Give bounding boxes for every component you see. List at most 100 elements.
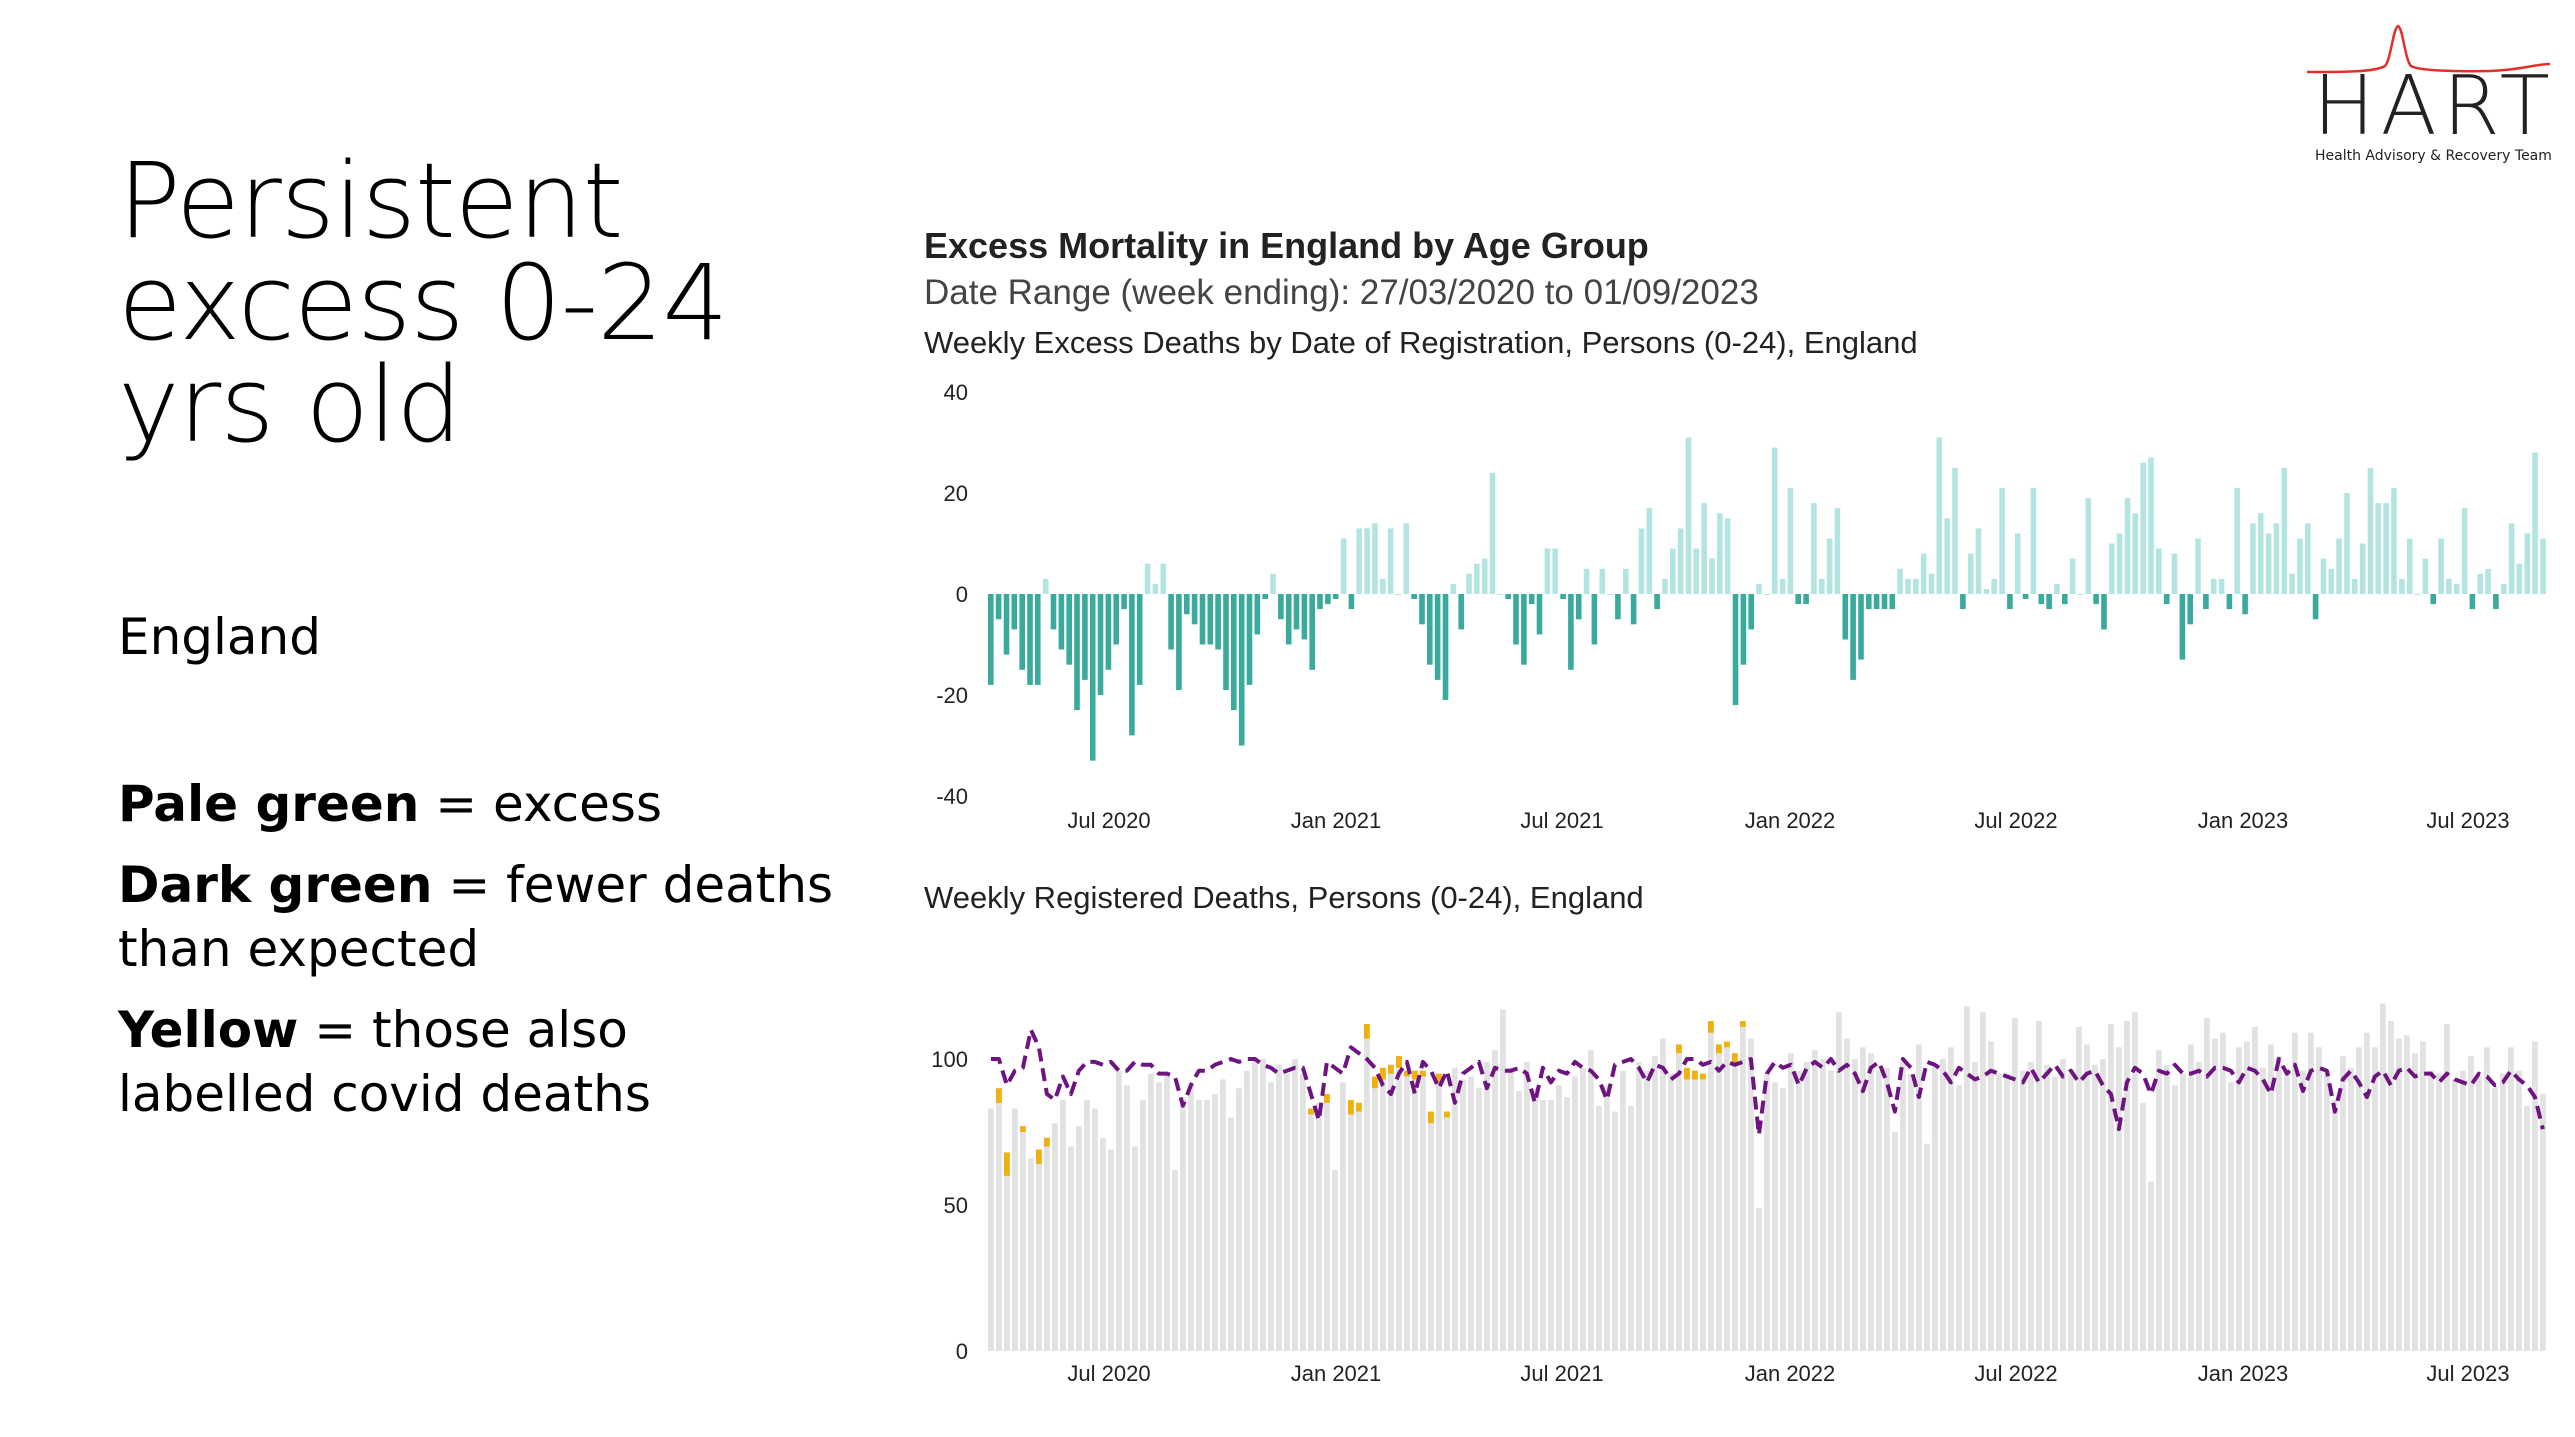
excess-bar (2030, 487, 2037, 594)
deaths-bar (1132, 1146, 1138, 1351)
deaths-bar (2308, 1032, 2314, 1351)
excess-bar (1803, 594, 1809, 605)
note-text: = excess (419, 775, 663, 833)
excess-bar (2014, 533, 2021, 594)
covid-bar (1364, 1024, 1370, 1039)
excess-bar (2195, 538, 2201, 594)
deaths-bar (1268, 1082, 1274, 1351)
deaths-bar (2060, 1059, 2066, 1351)
excess-bar (1270, 573, 1276, 594)
excess-bar (1536, 594, 1543, 635)
chart-header: Excess Mortality in England by Age Group… (924, 225, 1759, 313)
deaths-bar (1492, 1050, 1498, 1351)
deaths-bar (2004, 1073, 2010, 1351)
note-key: Pale green (118, 775, 420, 833)
excess-bar (1881, 594, 1888, 610)
excess-bar (2234, 487, 2240, 594)
excess-bar (2352, 578, 2358, 594)
excess-bar (1019, 594, 1025, 670)
excess-bar (1528, 594, 1535, 605)
excess-bar (1834, 508, 1841, 594)
excess-bar (1591, 594, 1598, 645)
excess-bar (1301, 594, 1308, 640)
excess-bar (1427, 594, 1433, 665)
deaths-bar (2156, 1050, 2162, 1351)
deaths-bar (1372, 1076, 1378, 1351)
deaths-bar (1340, 1082, 1346, 1351)
deaths-bar (1852, 1059, 1858, 1351)
deaths-bar (2140, 1102, 2146, 1351)
deaths-bar (1012, 1108, 1018, 1351)
note-text: = those also labelled covid deaths (118, 1001, 651, 1123)
deaths-bar (1564, 1097, 1570, 1351)
excess-bar (2328, 568, 2335, 595)
excess-bar (2485, 568, 2491, 595)
excess-bar (2273, 523, 2280, 594)
deaths-bar (1180, 1097, 1186, 1351)
excess-bar (1136, 594, 1143, 685)
excess-bar (1262, 594, 1268, 599)
excess-bar (1231, 594, 1237, 711)
excess-bar (2038, 594, 2045, 605)
deaths-bar (2364, 1032, 2370, 1351)
excess-bar (2289, 573, 2295, 594)
excess-bar (1238, 594, 1245, 746)
excess-bar (2336, 538, 2342, 594)
excess-bar (2516, 563, 2523, 594)
excess-bar (2179, 594, 2186, 660)
deaths-bar (2348, 1067, 2354, 1351)
excess-bar (2069, 558, 2076, 594)
deaths-bar (1532, 1088, 1538, 1351)
deaths-bar (2164, 1064, 2170, 1351)
excess-bar (1387, 528, 1394, 594)
deaths-bar (1556, 1085, 1562, 1351)
excess-bar (2305, 523, 2311, 594)
excess-bar (1066, 594, 1072, 665)
x-tick-label: Jul 2023 (2426, 808, 2509, 833)
deaths-bar (1660, 1038, 1666, 1351)
deaths-bar (1812, 1050, 1818, 1351)
excess-bar (1293, 594, 1300, 630)
excess-bar (2203, 594, 2209, 610)
excess-bar (1184, 594, 1190, 615)
covid-bar (1724, 1041, 1730, 1048)
deaths-bar (1716, 1044, 1722, 1351)
covid-bar (996, 1088, 1002, 1103)
excess-bar (1952, 467, 1958, 595)
deaths-bar (1364, 1024, 1370, 1351)
excess-bar (1771, 447, 1778, 594)
covid-bar (1308, 1108, 1314, 1115)
excess-bar (2109, 543, 2115, 594)
x-tick-label: Jan 2023 (2198, 808, 2289, 833)
excess-bar (1732, 594, 1739, 706)
deaths-bar (1188, 1082, 1194, 1351)
deaths-bar (2220, 1032, 2226, 1351)
excess-bar (2375, 503, 2382, 594)
excess-bar (1105, 594, 1112, 670)
excess-bar (1278, 594, 1284, 620)
note-key: Dark green (118, 856, 433, 914)
excess-bar (988, 594, 994, 685)
excess-bar (2226, 594, 2233, 610)
excess-bar (1889, 594, 1896, 610)
deaths-bar (2300, 1070, 2306, 1351)
excess-bar (2422, 558, 2429, 594)
deaths-bar (1820, 1059, 1826, 1351)
y-tick-label: 100 (931, 1047, 968, 1072)
excess-bar (2297, 538, 2303, 594)
excess-bar (1599, 568, 1606, 595)
deaths-bar (2036, 1021, 2042, 1351)
deaths-bar (2148, 1181, 2154, 1351)
deaths-bar (2380, 1003, 2386, 1351)
deaths-bar (1348, 1099, 1354, 1351)
covid-bar (1324, 1094, 1330, 1103)
deaths-bar (2228, 1082, 2234, 1351)
x-tick-label: Jul 2020 (1067, 1361, 1150, 1386)
deaths-bar (1988, 1041, 1994, 1351)
deaths-bar (1996, 1073, 2002, 1351)
excess-bar (2132, 513, 2139, 594)
chart-subtitle: Date Range (week ending): 27/03/2020 to … (924, 273, 1759, 312)
excess-bar (1411, 594, 1417, 599)
x-tick-label: Jan 2023 (2198, 1361, 2289, 1386)
deaths-bar (1628, 1105, 1634, 1351)
